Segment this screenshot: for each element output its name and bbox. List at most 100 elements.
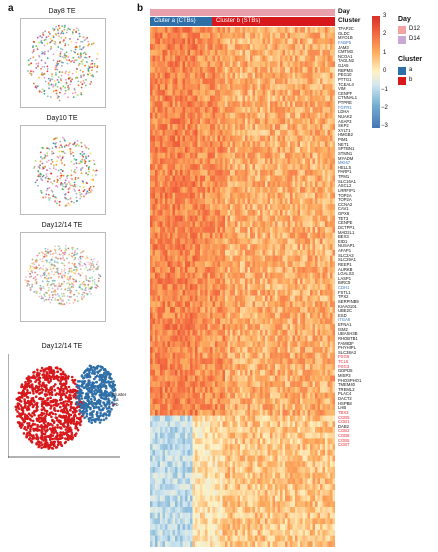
heatmap-cell — [222, 101, 226, 108]
heatmap-cell — [187, 89, 191, 96]
heatmap-cell — [232, 107, 236, 114]
heatmap-cell — [172, 192, 176, 199]
umap-cell-point — [40, 266, 42, 269]
cluster-b-point — [40, 366, 44, 370]
umap-cell-point — [64, 244, 67, 247]
heatmap-cell — [207, 38, 211, 45]
heatmap-cell — [200, 152, 203, 159]
heatmap-cell — [212, 49, 216, 56]
heatmap-cell — [280, 181, 283, 188]
cluster-b-point — [24, 380, 27, 384]
umap-cell-point — [68, 287, 71, 290]
heatmap-cell — [287, 84, 291, 91]
heatmap-cell — [235, 164, 238, 171]
heatmap-cell — [250, 89, 253, 96]
heatmap-cell — [197, 38, 201, 45]
umap-cell-point — [64, 288, 67, 291]
cluster-a-point — [91, 415, 94, 419]
heatmap-cell — [210, 107, 213, 114]
heatmap-cell — [277, 129, 281, 136]
heatmap-cell — [302, 78, 306, 85]
heatmap-cell — [197, 198, 201, 205]
heatmap-cell — [332, 55, 336, 62]
cluster-b-point — [45, 386, 48, 390]
cluster-b-point — [29, 380, 33, 383]
umap-cell-point — [63, 52, 66, 55]
heatmap-cell — [237, 49, 241, 56]
heatmap-cell — [205, 84, 208, 91]
heatmap-cell — [150, 118, 153, 125]
umap-cell-point — [82, 80, 85, 82]
heatmap-cell — [272, 169, 276, 176]
heatmap-cell — [292, 129, 296, 136]
heatmap-cell — [150, 209, 153, 216]
heatmap-cell — [235, 204, 238, 211]
heatmap-cell — [242, 158, 246, 165]
umap-cell-point — [61, 65, 63, 67]
umap-cell-point — [38, 167, 41, 170]
heatmap-cell — [195, 175, 198, 182]
umap-cell-point — [67, 272, 70, 275]
umap-cell-point — [50, 189, 53, 192]
heatmap-cell — [327, 175, 331, 182]
heatmap-cell — [260, 55, 263, 62]
heatmap-cell — [275, 187, 278, 194]
heatmap-cell — [322, 101, 326, 108]
heatmap-cell — [282, 55, 286, 62]
heatmap-cell — [252, 49, 256, 56]
umap-cell-point — [69, 289, 71, 292]
heatmap-cell — [207, 61, 211, 68]
heatmap-cell — [210, 55, 213, 62]
umap-cell-point — [45, 36, 48, 39]
umap-cell-point — [51, 73, 53, 76]
heatmap-cell — [307, 44, 311, 51]
umap-title-day10: Day10 TE — [46, 115, 78, 122]
heatmap-cell — [162, 107, 166, 114]
heatmap-cell — [197, 27, 201, 34]
heatmap-cell — [195, 55, 198, 62]
heatmap-cell — [242, 152, 246, 159]
heatmap-cell — [275, 198, 278, 205]
heatmap-cell — [225, 89, 228, 96]
cluster-b-point — [31, 435, 35, 439]
cluster-b-point — [64, 386, 67, 390]
heatmap-cell — [165, 32, 168, 39]
heatmap-cell — [272, 107, 276, 114]
heatmap-cell — [290, 192, 293, 199]
heatmap-cell — [152, 135, 156, 142]
cluster-b-point — [16, 415, 19, 418]
heatmap-cell — [237, 55, 241, 62]
heatmap-cell — [182, 204, 186, 211]
heatmap-cell — [250, 101, 253, 108]
heatmap-cell — [267, 164, 271, 171]
cluster-b-point — [69, 413, 73, 417]
heatmap-cell — [152, 152, 156, 159]
umap-cell-point — [37, 175, 40, 178]
heatmap-cell — [162, 204, 166, 211]
heatmap-cell — [215, 101, 218, 108]
heatmap-cell — [277, 72, 281, 79]
heatmap-cell — [265, 198, 268, 205]
heatmap-cell — [197, 67, 201, 74]
heatmap-cell — [225, 209, 228, 216]
heatmap-cell — [205, 78, 208, 85]
cluster-b-point — [27, 422, 31, 425]
heatmap-cell — [305, 135, 308, 142]
heatmap-cell — [277, 112, 281, 119]
heatmap-cell — [237, 112, 241, 119]
heatmap-cell — [232, 175, 236, 182]
umap-cell-point — [75, 166, 78, 169]
umap-cell-point — [84, 84, 87, 87]
umap-cell-point — [38, 268, 41, 270]
heatmap-cell — [202, 32, 206, 39]
umap-cell-point — [44, 177, 47, 179]
heatmap-cell — [187, 72, 191, 79]
umap-cell-point — [79, 284, 81, 286]
heatmap-cell — [282, 107, 286, 114]
heatmap-cell — [150, 198, 153, 205]
umap-cell-point — [60, 159, 63, 161]
heatmap-cell — [270, 192, 273, 199]
heatmap-cell — [332, 147, 336, 154]
umap-cell-point — [58, 150, 61, 153]
cluster-b-point — [26, 382, 29, 386]
